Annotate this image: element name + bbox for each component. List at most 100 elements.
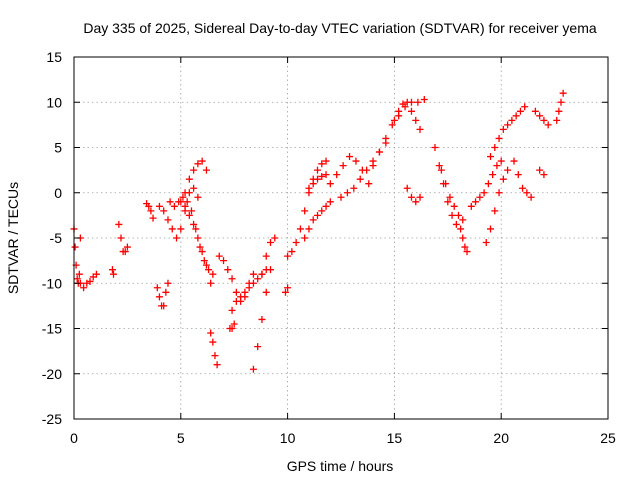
x-axis-label: GPS time / hours: [287, 458, 394, 474]
data-point: [454, 211, 462, 219]
data-point: [301, 234, 309, 242]
data-point: [444, 198, 452, 206]
data-point: [467, 202, 475, 210]
series-arc-18: [284, 157, 330, 260]
series-arc-6: [153, 279, 172, 310]
data-point: [309, 216, 317, 224]
data-point: [484, 180, 492, 188]
data-point: [177, 198, 185, 206]
data-point: [407, 107, 415, 115]
data-point: [504, 166, 512, 174]
data-point: [194, 160, 202, 168]
series-arc-9: [177, 198, 215, 287]
data-point: [536, 112, 544, 120]
data-point: [194, 234, 202, 242]
series-arc-24: [390, 98, 424, 133]
series-arc-32: [510, 157, 535, 201]
y-tick-label: -25: [42, 411, 62, 427]
data-point: [487, 153, 495, 161]
data-point: [514, 171, 522, 179]
data-point: [491, 207, 499, 215]
data-point: [375, 148, 383, 156]
data-point: [262, 288, 270, 296]
data-point: [207, 329, 215, 337]
data-point: [228, 306, 236, 314]
data-point: [343, 189, 351, 197]
data-point: [123, 243, 131, 251]
data-point: [224, 266, 232, 274]
data-point: [431, 144, 439, 151]
data-point: [86, 277, 94, 285]
data-point: [482, 239, 490, 247]
series-arc-2: [76, 270, 100, 292]
data-point: [281, 288, 289, 296]
data-point: [412, 198, 420, 206]
data-point: [322, 171, 330, 179]
data-point: [382, 134, 390, 142]
data-point: [215, 252, 223, 260]
series-arc-33: [531, 107, 552, 129]
data-point: [181, 189, 189, 197]
y-tick-label: -15: [42, 321, 62, 337]
data-point: [510, 157, 518, 165]
data-point: [267, 239, 275, 247]
data-point: [190, 166, 198, 174]
data-point: [446, 193, 454, 201]
data-point: [318, 172, 326, 180]
data-point: [284, 284, 292, 292]
data-point: [209, 338, 217, 346]
data-point: [207, 279, 215, 287]
data-point: [508, 116, 516, 124]
data-point: [73, 275, 81, 283]
data-point: [489, 171, 497, 179]
series-arc-17: [281, 284, 292, 296]
data-point: [495, 189, 503, 197]
data-point: [160, 302, 168, 310]
data-point: [442, 180, 450, 188]
data-point: [237, 293, 245, 301]
data-point: [536, 166, 544, 174]
data-point: [346, 153, 354, 161]
data-point: [461, 243, 469, 251]
data-point: [145, 202, 153, 210]
data-point: [190, 184, 198, 192]
data-point: [228, 325, 236, 332]
data-point: [185, 211, 193, 219]
data-point: [160, 207, 168, 215]
data-point: [147, 207, 155, 215]
data-point: [179, 193, 187, 201]
data-point: [437, 166, 445, 174]
data-point: [459, 234, 467, 242]
data-point: [480, 189, 488, 197]
data-point: [170, 202, 178, 210]
data-point: [416, 125, 424, 133]
y-tick-label: -10: [42, 275, 62, 291]
data-point: [516, 107, 524, 115]
series-arc-29: [467, 157, 505, 210]
data-point: [75, 270, 83, 278]
data-point: [326, 180, 334, 188]
series-arc-7: [155, 184, 202, 242]
data-point: [339, 162, 347, 170]
data-point: [337, 193, 345, 201]
chart-title: Day 335 of 2025, Sidereal Day-to-day VTE…: [83, 20, 596, 36]
data-point: [407, 193, 415, 201]
data-point: [71, 243, 79, 251]
data-point: [314, 211, 322, 219]
data-point: [213, 361, 221, 369]
data-point: [190, 220, 198, 228]
series-arc-5: [143, 200, 157, 222]
series-arc-35: [553, 89, 567, 124]
data-point: [322, 157, 330, 165]
series-arc-16: [258, 234, 279, 278]
data-point: [92, 270, 100, 278]
data-point: [388, 121, 396, 129]
data-point: [80, 284, 88, 292]
data-point: [296, 225, 304, 233]
data-point: [205, 266, 213, 274]
data-point: [499, 175, 507, 183]
data-point: [121, 248, 129, 256]
data-point: [209, 270, 217, 278]
x-tick-label: 25: [600, 430, 616, 446]
data-point: [196, 243, 204, 251]
